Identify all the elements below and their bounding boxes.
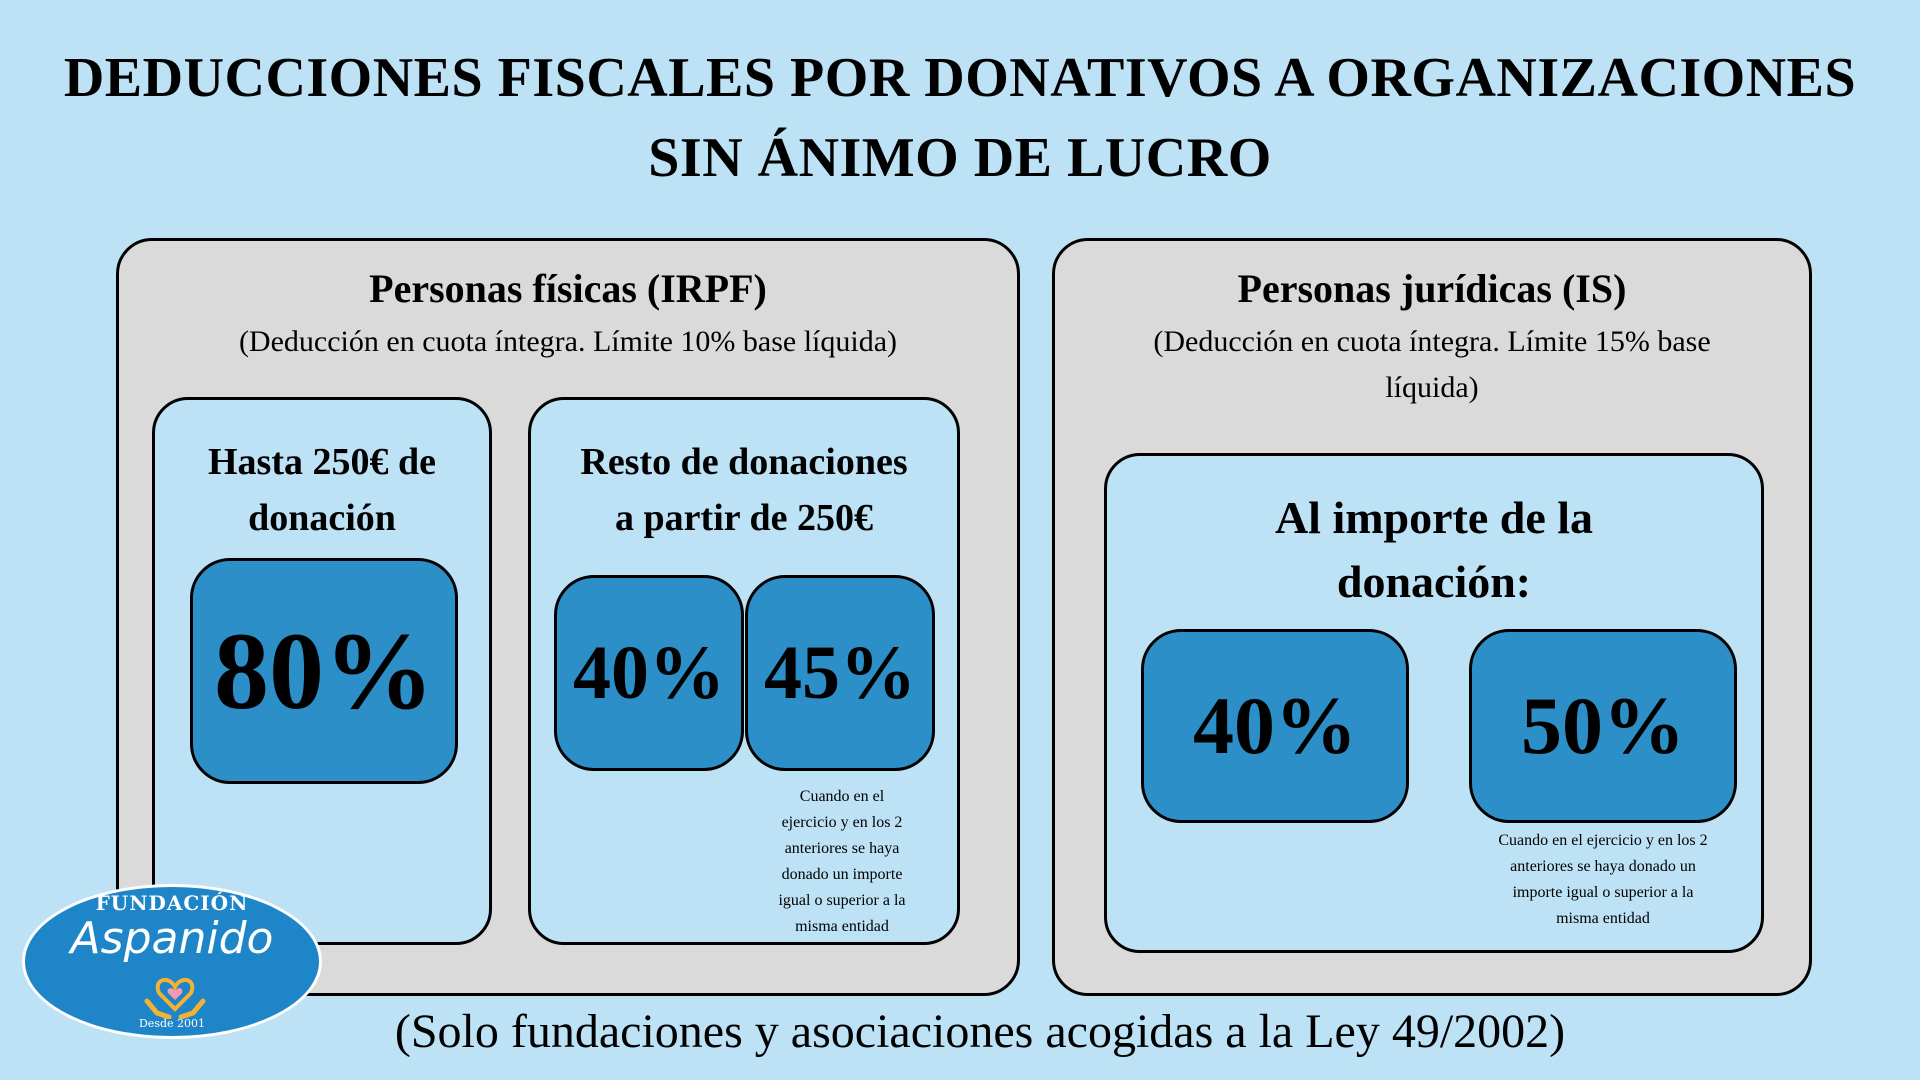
percent-80: 80% xyxy=(190,558,458,784)
is-note-line: Cuando en el ejercicio y en los 2 xyxy=(1498,832,1708,849)
fundacion-aspanido-logo: FUNDACIÓN Aspanido Desde 2001 xyxy=(22,884,322,1039)
irpf-box-under-250-title-line-1: Hasta 250€ de xyxy=(208,441,436,483)
irpf-note-line: misma entidad xyxy=(795,918,889,935)
irpf-box-over-250-title-line-1: Resto de donaciones xyxy=(580,441,908,483)
is-subtitle-line-2: líquida) xyxy=(1385,371,1479,404)
percent-40: 40% xyxy=(1141,629,1409,823)
logo-fundacion-text: FUNDACIÓN xyxy=(95,891,249,915)
irpf-panel: Personas físicas (IRPF) (Deducción en cu… xyxy=(116,238,1020,996)
irpf-note-line: Cuando en el xyxy=(799,788,885,805)
irpf-subtitle: (Deducción en cuota íntegra. Límite 10% … xyxy=(238,325,898,358)
irpf-box-under-250-title: Hasta 250€ de donación xyxy=(155,434,489,546)
irpf-note-line: donado un importe xyxy=(781,866,903,883)
is-subtitle-line-1: (Deducción en cuota íntegra. Límite 15% … xyxy=(1153,325,1711,358)
irpf-box-over-250-title-line-2: a partir de 250€ xyxy=(615,497,873,539)
heart-hands-icon xyxy=(144,977,206,1019)
logo-name-text: Aspanido xyxy=(70,913,274,964)
irpf-note-line: igual o superior a la xyxy=(778,892,906,909)
title-line-2: SIN ÁNIMO DE LUCRO xyxy=(648,127,1272,189)
irpf-box-under-250-title-line-2: donación xyxy=(248,497,396,539)
is-box-title-line-2: donación: xyxy=(1336,556,1532,607)
percent-45: 45% xyxy=(745,575,935,771)
irpf-title: Personas físicas (IRPF) xyxy=(369,266,767,311)
is-subtitle: (Deducción en cuota íntegra. Límite 15% … xyxy=(1095,319,1769,411)
logo-since-text: Desde 2001 xyxy=(138,1017,206,1030)
irpf-45-condition-note: Cuando en el ejercicio y en los 2 anteri… xyxy=(757,784,927,940)
is-box: Al importe de la donación: 40% 50% Cuand… xyxy=(1104,453,1764,953)
irpf-box-over-250-title: Resto de donaciones a partir de 250€ xyxy=(531,434,957,546)
irpf-note-line: ejercicio y en los 2 xyxy=(781,814,903,831)
is-panel: Personas jurídicas (IS) (Deducción en cu… xyxy=(1052,238,1812,996)
irpf-box-under-250: Hasta 250€ de donación 80% xyxy=(152,397,492,945)
is-note-line: misma entidad xyxy=(1556,910,1650,927)
is-box-title: Al importe de la donación: xyxy=(1107,486,1761,614)
is-note-line: anteriores se haya donado un xyxy=(1510,858,1696,875)
percent-40: 40% xyxy=(554,575,744,771)
page-title: DEDUCCIONES FISCALES POR DONATIVOS A ORG… xyxy=(0,38,1920,198)
is-title: Personas jurídicas (IS) xyxy=(1237,266,1627,311)
is-note-line: importe igual o superior a la xyxy=(1512,884,1694,901)
is-50-condition-note: Cuando en el ejercicio y en los 2 anteri… xyxy=(1447,828,1759,932)
is-box-title-line-1: Al importe de la xyxy=(1274,492,1594,543)
footer-note: (Solo fundaciones y asociaciones acogida… xyxy=(394,1005,1566,1058)
percent-50: 50% xyxy=(1469,629,1737,823)
irpf-note-line: anteriores se haya xyxy=(784,840,900,857)
title-line-1: DEDUCCIONES FISCALES POR DONATIVOS A ORG… xyxy=(63,47,1857,109)
irpf-box-over-250: Resto de donaciones a partir de 250€ 40%… xyxy=(528,397,960,945)
